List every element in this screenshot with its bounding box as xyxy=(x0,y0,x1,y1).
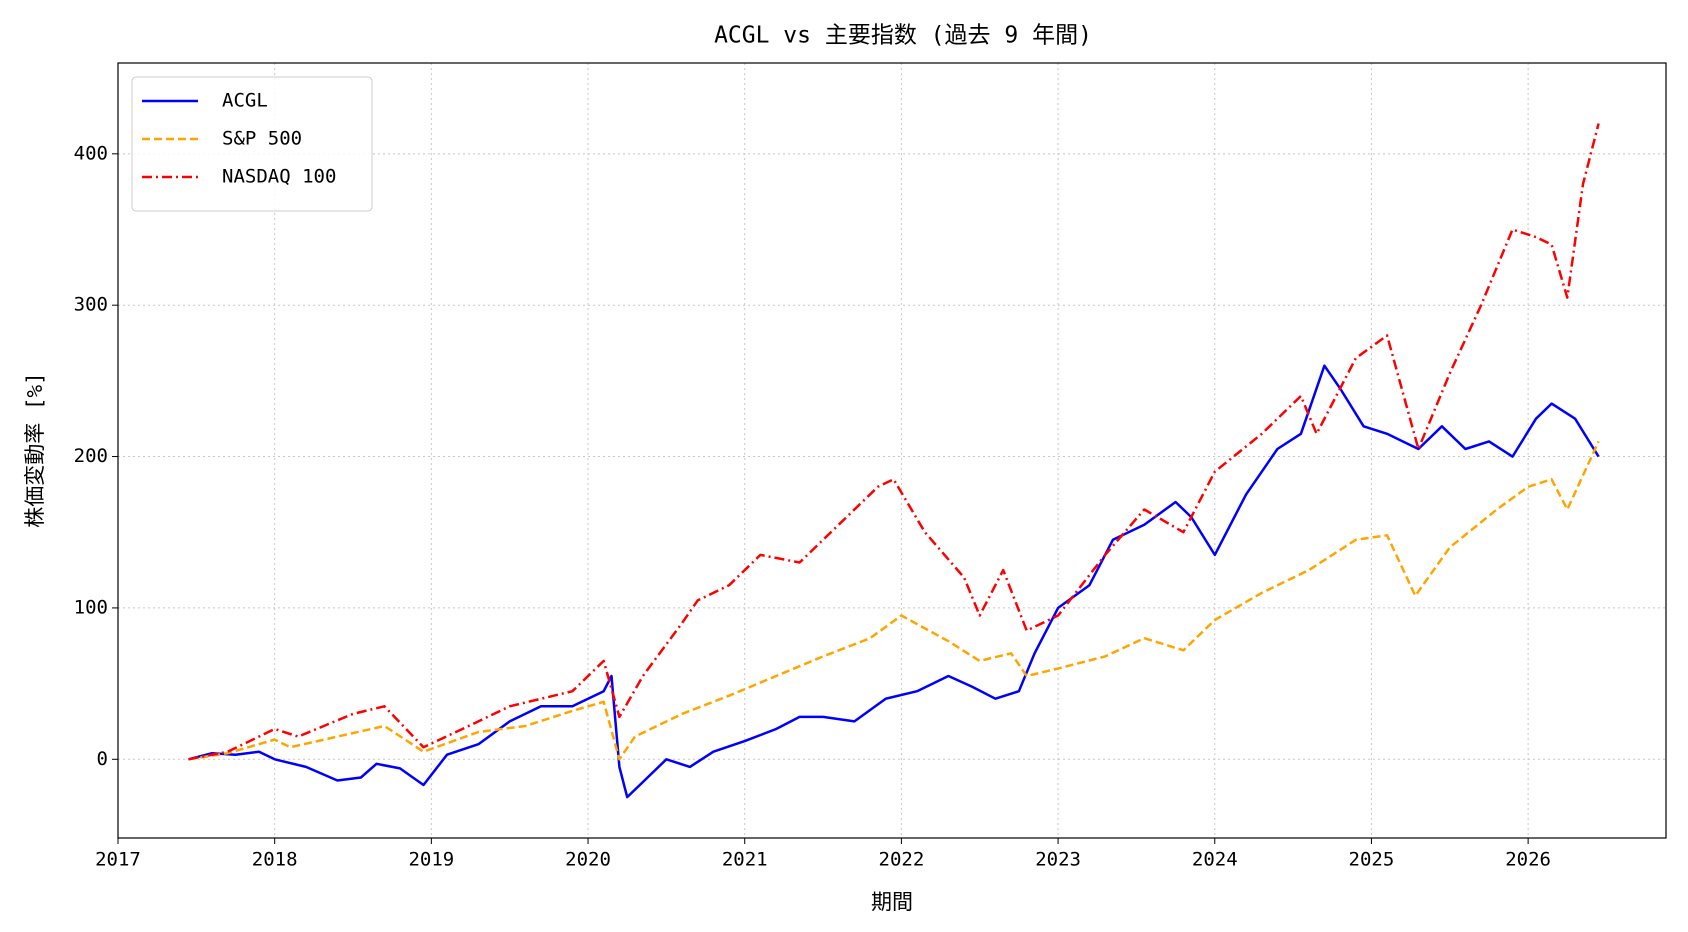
x-tick-label: 2024 xyxy=(1192,849,1238,871)
x-tick-label: 2023 xyxy=(1035,849,1081,871)
legend-label: ACGL xyxy=(222,90,268,112)
legend-label: NASDAQ 100 xyxy=(222,166,336,188)
data-line xyxy=(188,364,1600,799)
y-tick-label: 0 xyxy=(97,748,108,770)
x-tick-label: 2017 xyxy=(95,849,141,871)
x-tick-label: 2020 xyxy=(565,849,611,871)
x-tick-label: 2019 xyxy=(408,849,454,871)
legend-label: S&P 500 xyxy=(222,128,302,150)
plot-frame xyxy=(117,62,1667,839)
x-axis-label: 期間 xyxy=(871,890,913,914)
legend: ACGL S&P 500 NASDAQ 100 xyxy=(131,76,373,212)
x-tick-label: 2025 xyxy=(1349,849,1395,871)
x-tick-label: 2021 xyxy=(722,849,768,871)
data-line xyxy=(188,440,1600,761)
x-tick-label: 2026 xyxy=(1505,849,1551,871)
y-tick-label: 100 xyxy=(74,596,108,618)
y-tick-label: 300 xyxy=(74,294,108,316)
x-tick-label: 2022 xyxy=(879,849,925,871)
data-line xyxy=(188,123,1600,761)
y-tick-label: 400 xyxy=(74,142,108,164)
chart-title: ACGL vs 主要指数 (過去 9 年間) xyxy=(714,23,1092,49)
y-tick-label: 200 xyxy=(74,445,108,467)
y-axis-label: 株価変動率 [%] xyxy=(23,372,47,528)
x-tick-label: 2018 xyxy=(252,849,298,871)
